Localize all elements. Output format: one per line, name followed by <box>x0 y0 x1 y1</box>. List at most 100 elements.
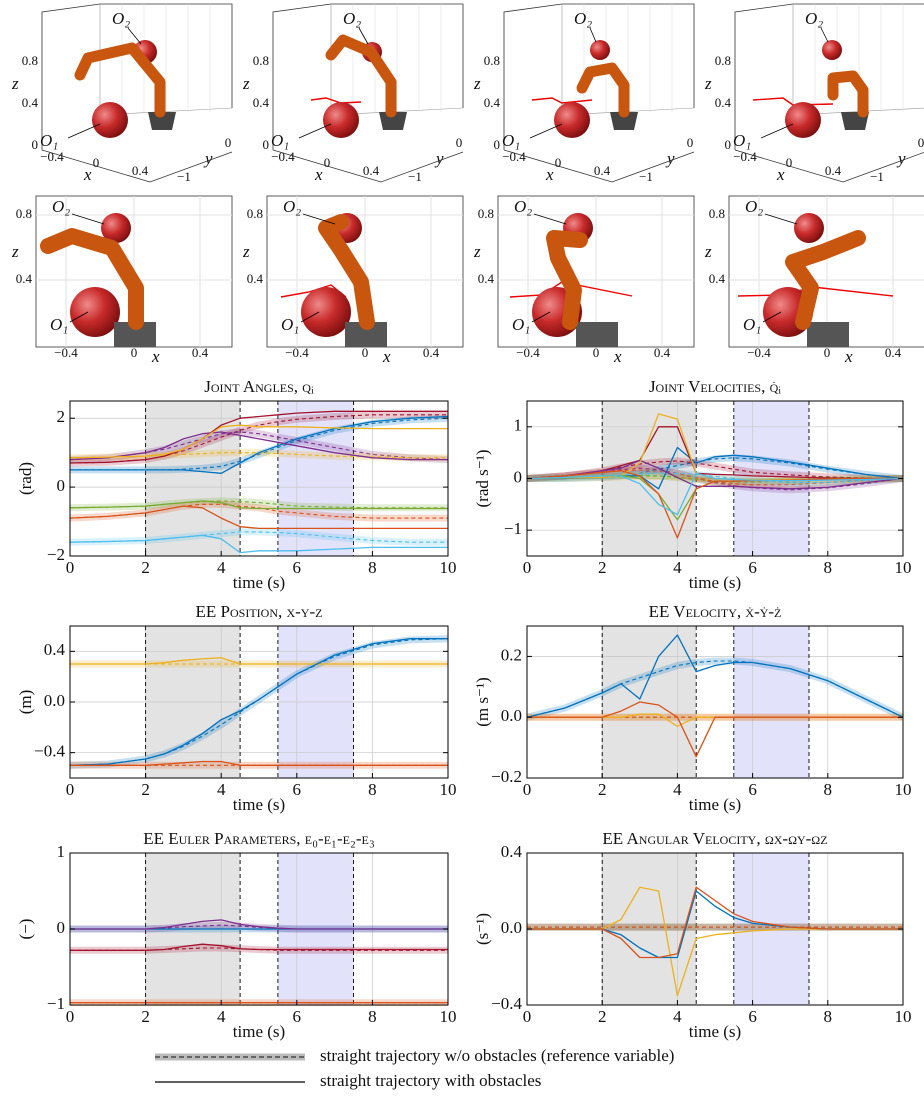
reference-band <box>526 657 905 721</box>
robot-arm <box>325 34 397 118</box>
x-tick-label: 0 <box>66 558 75 577</box>
x-tick-label: 8 <box>368 1007 377 1026</box>
tick-label: 0.8 <box>253 53 269 68</box>
y-tick-label: 0 <box>57 918 66 937</box>
tick-label: 0 <box>93 155 100 170</box>
tick-label: 0.8 <box>709 206 725 221</box>
y-tick-label: 1 <box>514 416 523 435</box>
tick-label: 0 <box>324 155 331 170</box>
frame <box>41 3 233 150</box>
x-tick-label: 6 <box>748 1007 757 1026</box>
x-tick-label: 10 <box>895 558 912 577</box>
y-tick-label: −1 <box>47 994 65 1013</box>
obstacle-label: O₂ <box>805 9 823 28</box>
chart-title: EE Velocity, ẋ-ẏ-ż <box>649 602 782 621</box>
x-tick-label: 4 <box>673 558 682 577</box>
x-tick-label: 6 <box>748 558 757 577</box>
obstacle-label: O₁ <box>50 315 68 334</box>
obstacle-line <box>69 424 448 459</box>
tick-label: −0.4 <box>516 345 540 360</box>
trajectory <box>752 97 834 106</box>
tick-label: 0 <box>824 345 831 360</box>
axis-label: x <box>613 347 622 366</box>
tick-label: 0.4 <box>885 345 902 360</box>
tick-label: 0.4 <box>22 95 39 110</box>
frame <box>41 149 233 183</box>
pointer <box>300 311 320 323</box>
tick-label: −0.4 <box>502 149 526 164</box>
tick-label: 0.4 <box>16 271 33 286</box>
obstacle-line <box>526 634 904 718</box>
x-tick-label: 10 <box>895 1007 912 1026</box>
tick-label: 0 <box>32 137 39 152</box>
robot-view-side: O₁ O₂ z x 0.8 0.4 −0.4 0 0.4 <box>704 195 924 366</box>
phase-region <box>733 626 809 778</box>
tick-label: 0 <box>687 135 694 150</box>
frame <box>272 3 464 150</box>
y-tick-label: −0.4 <box>491 994 522 1013</box>
axis-label: z <box>473 74 481 93</box>
chart-title: Joint Velocities, q̇ᵢ <box>649 377 781 396</box>
tick-label: 0 <box>786 155 793 170</box>
obstacle-line <box>70 919 448 930</box>
x-tick-label: 0 <box>523 780 532 799</box>
x-tick-label: 4 <box>673 1007 682 1026</box>
robot-arm <box>576 62 630 118</box>
obstacle <box>785 102 821 138</box>
phase-region <box>602 626 697 778</box>
tick-label: 0.4 <box>247 271 264 286</box>
tick-label: 0 <box>918 135 924 150</box>
x-tick-label: 4 <box>217 780 226 799</box>
x-tick-label: 4 <box>217 1007 226 1026</box>
y-axis-label: (rad s⁻¹) <box>473 450 492 508</box>
axis-label: y <box>896 149 906 168</box>
obstacle-line <box>69 534 448 554</box>
axis-label: x <box>844 347 853 366</box>
obstacle-label: O₁ <box>512 315 530 334</box>
tick-label: 0 <box>131 345 138 360</box>
y-tick-label: −2 <box>47 545 65 564</box>
tick-label: 0.4 <box>825 163 842 178</box>
x-tick-label: 10 <box>895 780 912 799</box>
obstacle-line <box>69 431 448 461</box>
tick-label: 0 <box>225 135 232 150</box>
legend-text: straight trajectory with obstacles <box>320 1071 541 1090</box>
frame <box>272 149 464 183</box>
y-tick-label: −1 <box>504 519 522 538</box>
tick-label: 0.8 <box>478 206 494 221</box>
tick-label: 0 <box>456 135 463 150</box>
robot-view-side: O₁ O₂ z x 0.8 0.4 −0.4 0 0.4 <box>242 195 464 366</box>
y-tick-label: 0.0 <box>44 691 65 710</box>
tick-label: −1 <box>870 169 884 184</box>
x-tick-label: 8 <box>824 1007 833 1026</box>
obstacle <box>101 213 131 243</box>
robot-arm <box>827 70 869 118</box>
tick-label: −0.4 <box>747 345 771 360</box>
obstacle-line <box>527 701 903 758</box>
y-tick-label: 0.0 <box>501 918 522 937</box>
obstacle-label: O₁ <box>502 131 520 150</box>
y-tick-label: 0.4 <box>44 640 66 659</box>
frame <box>503 149 695 183</box>
y-axis-label: (−) <box>16 919 35 940</box>
x-tick-label: 0 <box>66 1007 75 1026</box>
axis-label: x <box>382 347 391 366</box>
obstacle-line <box>69 410 448 464</box>
x-tick-label: 6 <box>293 780 302 799</box>
plot-frame <box>526 625 904 779</box>
robot-base <box>807 322 849 347</box>
y-tick-label: 0.4 <box>501 842 523 861</box>
tick-label: 0.4 <box>478 271 495 286</box>
axis-label: z <box>11 74 19 93</box>
obstacle <box>590 40 610 60</box>
obstacle-label: O₁ <box>733 131 751 150</box>
robot-base <box>610 112 638 130</box>
x-tick-label: 4 <box>217 558 226 577</box>
axis-label: z <box>242 74 250 93</box>
axis-label: x <box>151 347 160 366</box>
axis-label: y <box>434 149 444 168</box>
pointer <box>529 123 563 139</box>
robot-base <box>148 112 176 130</box>
